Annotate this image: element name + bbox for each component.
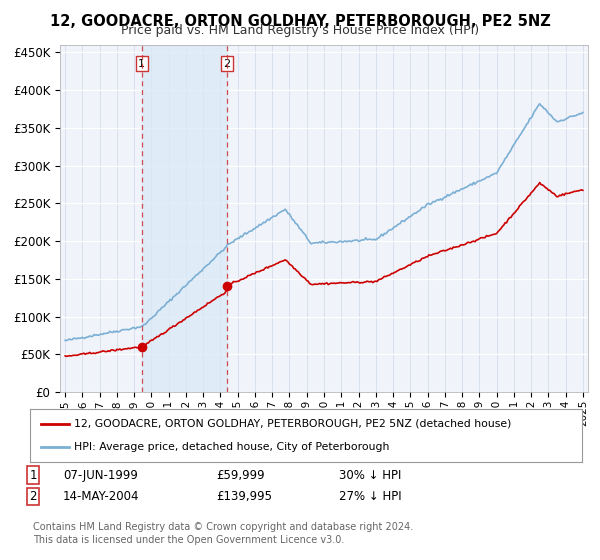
Text: HPI: Average price, detached house, City of Peterborough: HPI: Average price, detached house, City…	[74, 442, 389, 452]
Text: 27% ↓ HPI: 27% ↓ HPI	[339, 490, 401, 503]
Text: 2: 2	[29, 490, 37, 503]
Text: Price paid vs. HM Land Registry's House Price Index (HPI): Price paid vs. HM Land Registry's House …	[121, 24, 479, 37]
Text: 12, GOODACRE, ORTON GOLDHAY, PETERBOROUGH, PE2 5NZ (detached house): 12, GOODACRE, ORTON GOLDHAY, PETERBOROUG…	[74, 419, 512, 429]
Bar	[142, 45, 227, 392]
Text: 12, GOODACRE, ORTON GOLDHAY, PETERBOROUGH, PE2 5NZ: 12, GOODACRE, ORTON GOLDHAY, PETERBOROUG…	[50, 14, 550, 29]
Text: 14-MAY-2004: 14-MAY-2004	[63, 490, 139, 503]
Text: 2: 2	[223, 59, 230, 69]
Text: 1: 1	[29, 469, 37, 482]
Text: 1: 1	[138, 59, 145, 69]
Text: 07-JUN-1999: 07-JUN-1999	[63, 469, 138, 482]
Text: £139,995: £139,995	[216, 490, 272, 503]
Text: £59,999: £59,999	[216, 469, 265, 482]
Text: Contains HM Land Registry data © Crown copyright and database right 2024.
This d: Contains HM Land Registry data © Crown c…	[33, 522, 413, 545]
Text: 30% ↓ HPI: 30% ↓ HPI	[339, 469, 401, 482]
